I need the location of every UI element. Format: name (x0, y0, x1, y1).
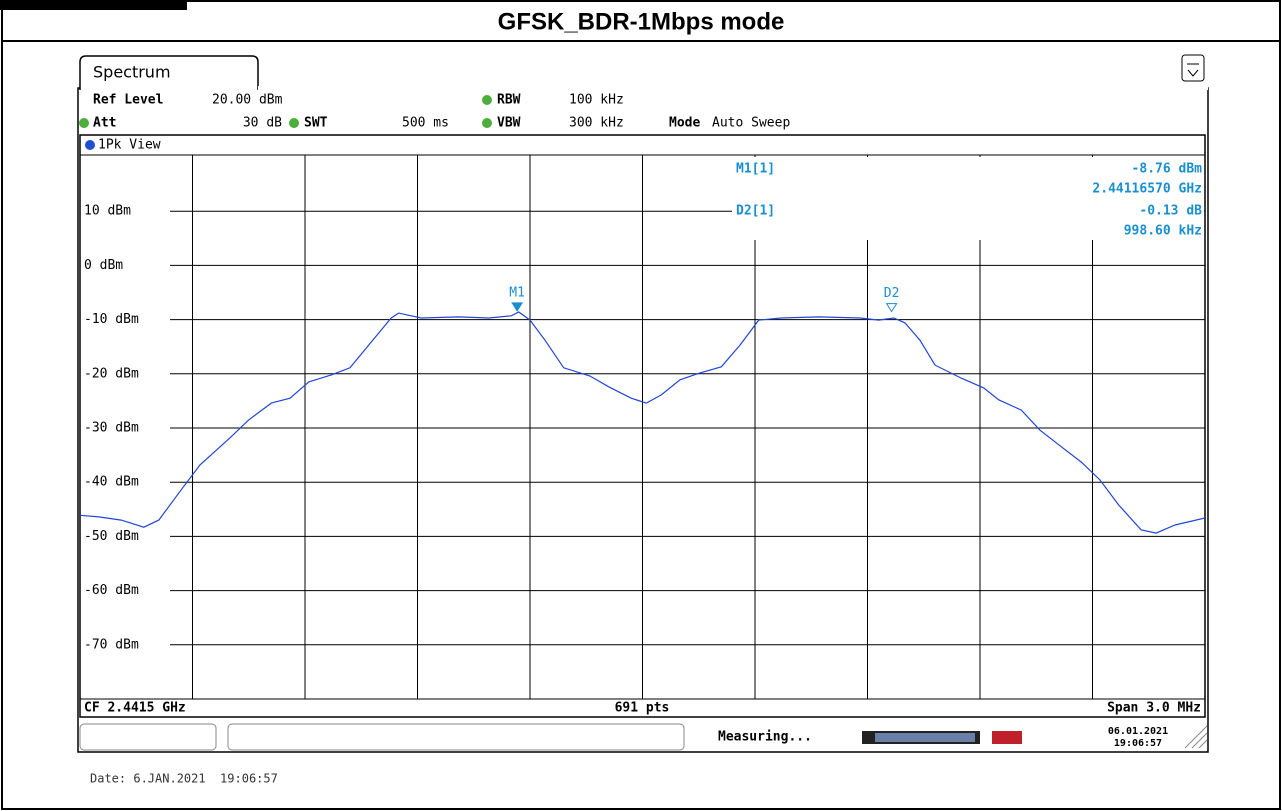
y-tick-label: 10 dBm (84, 204, 131, 219)
logo (992, 731, 1022, 744)
resize-grip (1184, 725, 1208, 749)
mode-label: Mode (669, 116, 700, 131)
rbw-label: RBW (497, 93, 521, 108)
y-tick-label: -20 dBm (84, 366, 139, 381)
y-tick-label: -10 dBm (84, 312, 139, 327)
swt-label: SWT (304, 116, 328, 131)
title: GFSK_BDR-1Mbps mode (498, 8, 785, 35)
plot: 10 dBm 0 dBm -10 dBm -20 dBm -30 dBm -40 dBm -… (80, 155, 1205, 699)
points: 691 pts (615, 701, 670, 716)
y-tick-label: -40 dBm (84, 475, 139, 490)
label-backdrop (82, 473, 170, 492)
marker (511, 302, 524, 312)
span: Span 3.0 MHz (1107, 701, 1201, 716)
readout-m1-freq: 2.44116570 GHz (1092, 182, 1202, 197)
led (482, 118, 492, 128)
label-backdrop (82, 527, 170, 546)
tab-label: Spectrum (93, 63, 171, 82)
readout-d2-delta: -0.13 dB (1139, 204, 1202, 219)
swt: 500 ms (402, 116, 449, 131)
ref-level-label: Ref Level (93, 93, 163, 108)
label-backdrop (82, 581, 170, 600)
label-backdrop (82, 256, 170, 275)
label-backdrop (82, 635, 170, 654)
readout-m1: M1[1] (736, 162, 775, 177)
vbw-label: VBW (497, 116, 521, 131)
status-time: 19:06:57 (1114, 738, 1162, 749)
att-label: Att (93, 116, 116, 131)
tab-gap (258, 86, 1208, 90)
readout-m1-level: -8.76 dBm (1132, 162, 1203, 177)
label-backdrop (82, 364, 170, 383)
marker (885, 303, 898, 313)
tab (79, 55, 259, 90)
date-stamp: Date: 6.JAN.2021 19:06:57 (90, 772, 278, 786)
view-dot (85, 140, 95, 150)
corner-block (0, 0, 187, 10)
status-state: Measuring... (718, 730, 812, 745)
label-backdrop (82, 310, 170, 329)
trace (80, 311, 1205, 534)
menu-icon (1187, 63, 1199, 77)
mode: Auto Sweep (712, 116, 790, 131)
status-field (79, 723, 217, 751)
led (289, 118, 299, 128)
status-field (227, 723, 685, 751)
marker-label: D2 (884, 286, 900, 301)
readout-d2-freq: 998.60 kHz (1124, 224, 1202, 239)
status-date: 06.01.2021 (1108, 726, 1168, 737)
menu-button[interactable] (1181, 54, 1205, 82)
readout-box (732, 157, 1204, 240)
led (482, 95, 492, 105)
progress-fill (875, 733, 975, 742)
label-backdrop (82, 202, 170, 221)
center-frequency: CF 2.4415 GHz (84, 701, 186, 716)
view-label: 1Pk View (98, 138, 161, 153)
rbw: 100 kHz (569, 93, 624, 108)
y-tick-label: -30 dBm (84, 421, 139, 436)
label-backdrop (82, 419, 170, 437)
ref-level: 20.00 dBm (212, 93, 283, 108)
y-tick-label: 0 dBm (84, 258, 123, 273)
readout-d2: D2[1] (736, 204, 775, 219)
vbw: 300 kHz (569, 116, 624, 131)
y-tick-label: -60 dBm (84, 583, 139, 598)
marker-label: M1 (509, 285, 525, 300)
y-tick-label: -70 dBm (84, 637, 139, 652)
y-tick-label: -50 dBm (84, 529, 139, 544)
att: 30 dB (243, 116, 282, 131)
led (79, 118, 89, 128)
